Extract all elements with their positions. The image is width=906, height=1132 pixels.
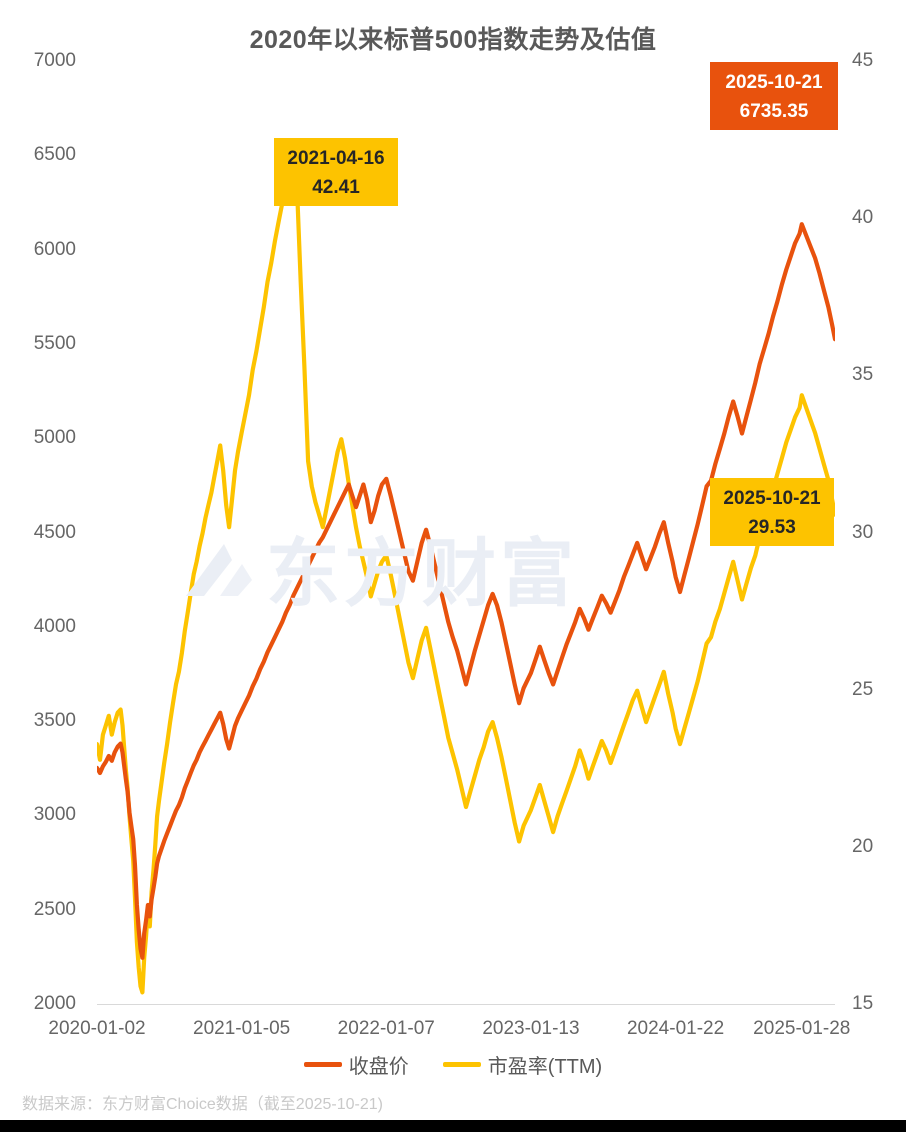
y-tick-label: 2500 [33, 898, 76, 920]
annotation-pe-latest-value: 29.53 [748, 517, 796, 538]
annotation-pe-latest-date: 2025-10-21 [723, 488, 821, 509]
annotation-pe-peak-value: 42.41 [312, 177, 360, 198]
y-tick-label: 4500 [33, 521, 76, 543]
chart-plot-area [97, 62, 835, 1005]
y-tick-label: 6500 [33, 144, 76, 166]
y-tick-label: 40 [852, 207, 874, 229]
page-title: 2020年以来标普500指数走势及估值 [249, 26, 657, 54]
legend-item-close-price[interactable]: 收盘价 [303, 1050, 409, 1079]
annotation-price-latest-value: 6735.35 [739, 101, 809, 122]
legend-swatch-close-price [303, 1062, 342, 1067]
y-tick-label: 20 [852, 835, 874, 857]
annotation-price-latest: 2025-10-21 6735.35 [710, 62, 838, 130]
y-tick-label: 5500 [33, 332, 76, 354]
x-tick-label: 2025-01-28 [753, 1018, 851, 1039]
y-tick-label: 45 [852, 50, 874, 71]
y-axis-left: 2000 2500 3000 3500 4000 4500 5000 5500 6000 6500… [0, 0, 86, 1132]
bottom-bar [0, 1120, 906, 1132]
x-tick-label: 2022-01-07 [337, 1018, 435, 1039]
y-tick-label: 5000 [33, 427, 76, 449]
y-axis-right: 15 20 25 30 35 40 45 [846, 0, 906, 1132]
data-source-note: 数据来源：东方财富Choice数据（截至2025-10-21) [22, 1096, 383, 1113]
y-tick-label: 2000 [33, 993, 76, 1014]
x-tick-label: 2020-01-02 [48, 1018, 146, 1039]
series-line-pe-ttm [97, 141, 835, 995]
y-tick-label: 35 [852, 364, 874, 386]
annotation-pe-latest: 2025-10-21 29.53 [710, 478, 834, 546]
y-tick-label: 30 [852, 521, 874, 543]
x-axis: 2020-01-02 2021-01-05 2022-01-07 2023-01-13… [0, 1018, 906, 1048]
series-line-close-price [97, 222, 835, 960]
x-tick-label: 2021-01-05 [193, 1018, 291, 1039]
legend-label-pe-ttm: 市盈率(TTM) [487, 1056, 603, 1078]
y-tick-label: 7000 [33, 50, 76, 71]
x-tick-label: 2023-01-13 [482, 1018, 580, 1039]
y-tick-label: 3000 [33, 804, 76, 826]
x-axis-baseline [97, 1004, 835, 1005]
legend-swatch-pe-ttm [442, 1062, 481, 1067]
chart-series-canvas [97, 141, 835, 995]
annotation-pe-peak: 2021-04-16 42.41 [274, 138, 398, 206]
x-tick-label: 2024-01-22 [626, 1018, 725, 1039]
y-tick-label: 15 [852, 993, 874, 1014]
y-tick-label: 3500 [33, 710, 76, 732]
annotation-pe-peak-date: 2021-04-16 [287, 148, 385, 169]
legend-item-pe-ttm[interactable]: 市盈率(TTM) [442, 1050, 603, 1079]
chart-legend: 收盘价 市盈率(TTM) [0, 1050, 906, 1079]
y-tick-label: 25 [852, 678, 874, 700]
y-tick-label: 4000 [33, 615, 76, 637]
y-tick-label: 6000 [33, 238, 76, 260]
annotation-price-latest-date: 2025-10-21 [725, 72, 823, 93]
legend-label-close-price: 收盘价 [348, 1056, 409, 1078]
